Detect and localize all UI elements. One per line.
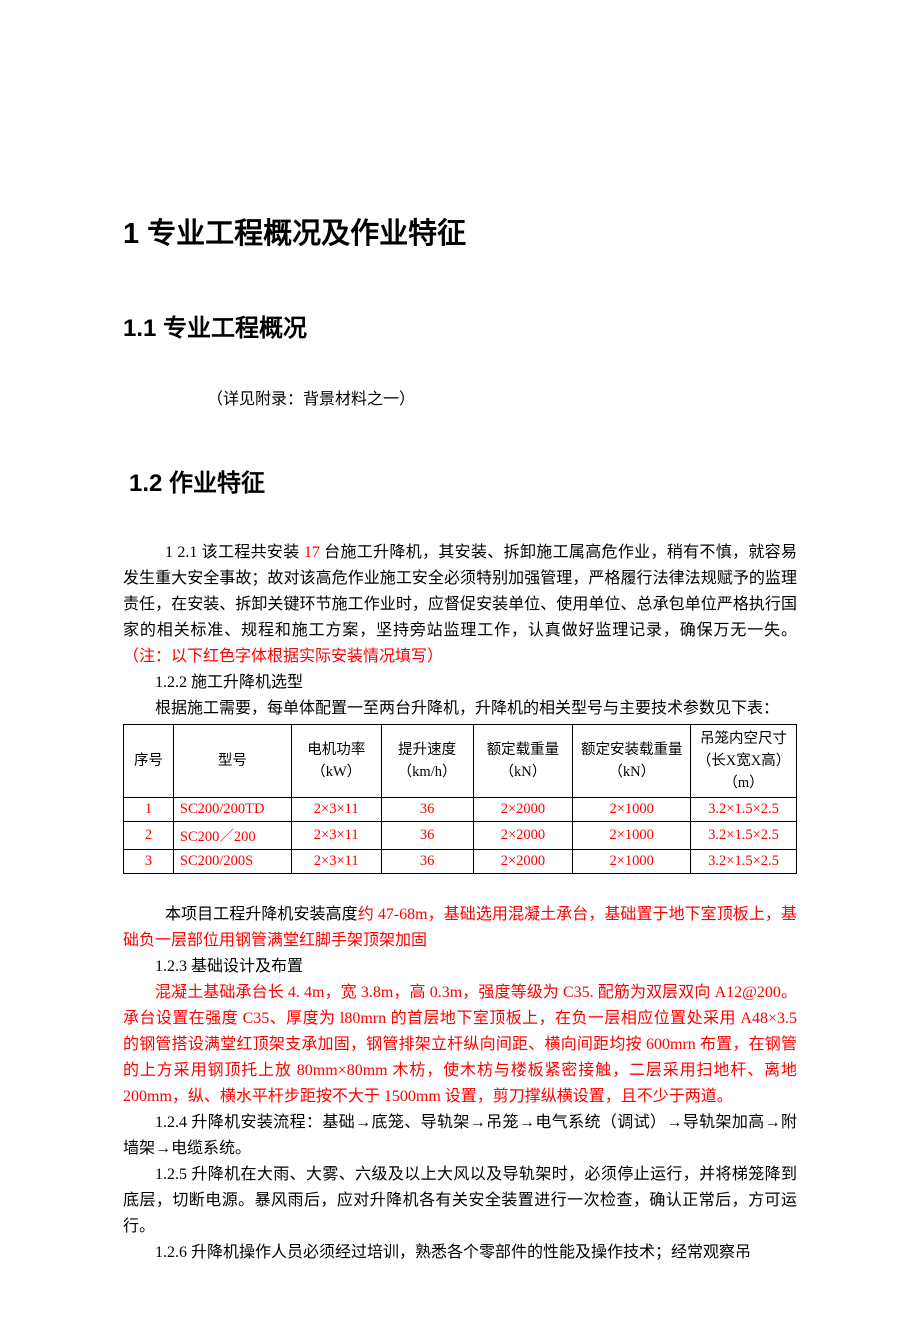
para-1-2-6: 1.2.6 升降机操作人员必须经过培训，熟悉各个零部件的性能及操作技术；经常观察…: [123, 1240, 797, 1266]
cell-load: 2×2000: [473, 850, 573, 874]
col-size: 吊笼内空尺寸（长X宽X高）（m）: [691, 725, 797, 798]
col-load: 额定载重量（kN）: [473, 725, 573, 798]
cell-model: SC200/200TD: [173, 798, 291, 822]
para-1-2-4: 1.2.4 升降机安装流程：基础→底笼、导轨架→吊笼→电气系统（调试）→导轨架加…: [123, 1110, 797, 1162]
cell-power: 2×3×11: [291, 822, 381, 850]
cell-model: SC200/200S: [173, 850, 291, 874]
cell-speed: 36: [381, 822, 473, 850]
table-row: 3 SC200/200S 2×3×11 36 2×2000 2×1000 3.2…: [124, 850, 797, 874]
col-speed: 提升速度（km/h）: [381, 725, 473, 798]
cell-power: 2×3×11: [291, 798, 381, 822]
heading-1: 1 专业工程概况及作业特征: [123, 210, 797, 252]
table-row: 2 SC200／200 2×3×11 36 2×2000 2×1000 3.2×…: [124, 822, 797, 850]
col-seq: 序号: [124, 725, 174, 798]
cell-size: 3.2×1.5×2.5: [691, 798, 797, 822]
col-install-load: 额定安装载重量（kN）: [573, 725, 691, 798]
cell-model: SC200／200: [173, 822, 291, 850]
col-power: 电机功率（kW）: [291, 725, 381, 798]
cell-install: 2×1000: [573, 850, 691, 874]
elevator-params-table: 序号 型号 电机功率（kW） 提升速度（km/h） 额定载重量（kN） 额定安装…: [123, 724, 797, 874]
cell-speed: 36: [381, 850, 473, 874]
p121-red-note: （注：以下红色字体根据实际安装情况填写）: [123, 648, 443, 665]
cell-size: 3.2×1.5×2.5: [691, 850, 797, 874]
cell-seq: 2: [124, 822, 174, 850]
cell-seq: 1: [124, 798, 174, 822]
para-1-2-2-title: 1.2.2 施工升降机选型: [123, 670, 797, 696]
cell-seq: 3: [124, 850, 174, 874]
heading-1-1: 1.1 专业工程概况: [123, 308, 797, 343]
para-1-2-5: 1.2.5 升降机在大雨、大雾、六级及以上大风以及导轨架时，必须停止运行，并将梯…: [123, 1162, 797, 1240]
cell-install: 2×1000: [573, 798, 691, 822]
p121-pre: 1 2.1 该工程共安装: [165, 544, 304, 561]
cell-size: 3.2×1.5×2.5: [691, 822, 797, 850]
cell-load: 2×2000: [473, 822, 573, 850]
para-1-2-2-body: 根据施工需要，每单体配置一至两台升降机，升降机的相关型号与主要技术参数见下表：: [123, 696, 797, 722]
col-model: 型号: [173, 725, 291, 798]
para-1-2-3-red: 混凝土基础承台长 4. 4m，宽 3.8m，高 0.3m，强度等级为 C35. …: [123, 980, 797, 1110]
table-body: 1 SC200/200TD 2×3×11 36 2×2000 2×1000 3.…: [124, 798, 797, 874]
p121-red-count: 17: [304, 544, 320, 561]
note-1-1: （详见附录：背景材料之一）: [207, 385, 797, 409]
para-1-2-1: 1 2.1 该工程共安装 17 台施工升降机，其安装、拆卸施工属高危作业，稍有不…: [123, 540, 797, 670]
table-row: 1 SC200/200TD 2×3×11 36 2×2000 2×1000 3.…: [124, 798, 797, 822]
para-post-table: 本项目工程升降机安装高度约 47-68m，基础选用混凝土承台，基础置于地下室顶板…: [123, 902, 797, 954]
heading-1-2: 1.2 作业特征: [129, 463, 797, 498]
cell-speed: 36: [381, 798, 473, 822]
table-header-row: 序号 型号 电机功率（kW） 提升速度（km/h） 额定载重量（kN） 额定安装…: [124, 725, 797, 798]
para-1-2-3-title: 1.2.3 基础设计及布置: [123, 954, 797, 980]
post-table-pre: 本项目工程升降机安装高度: [165, 906, 358, 923]
cell-power: 2×3×11: [291, 850, 381, 874]
cell-install: 2×1000: [573, 822, 691, 850]
cell-load: 2×2000: [473, 798, 573, 822]
